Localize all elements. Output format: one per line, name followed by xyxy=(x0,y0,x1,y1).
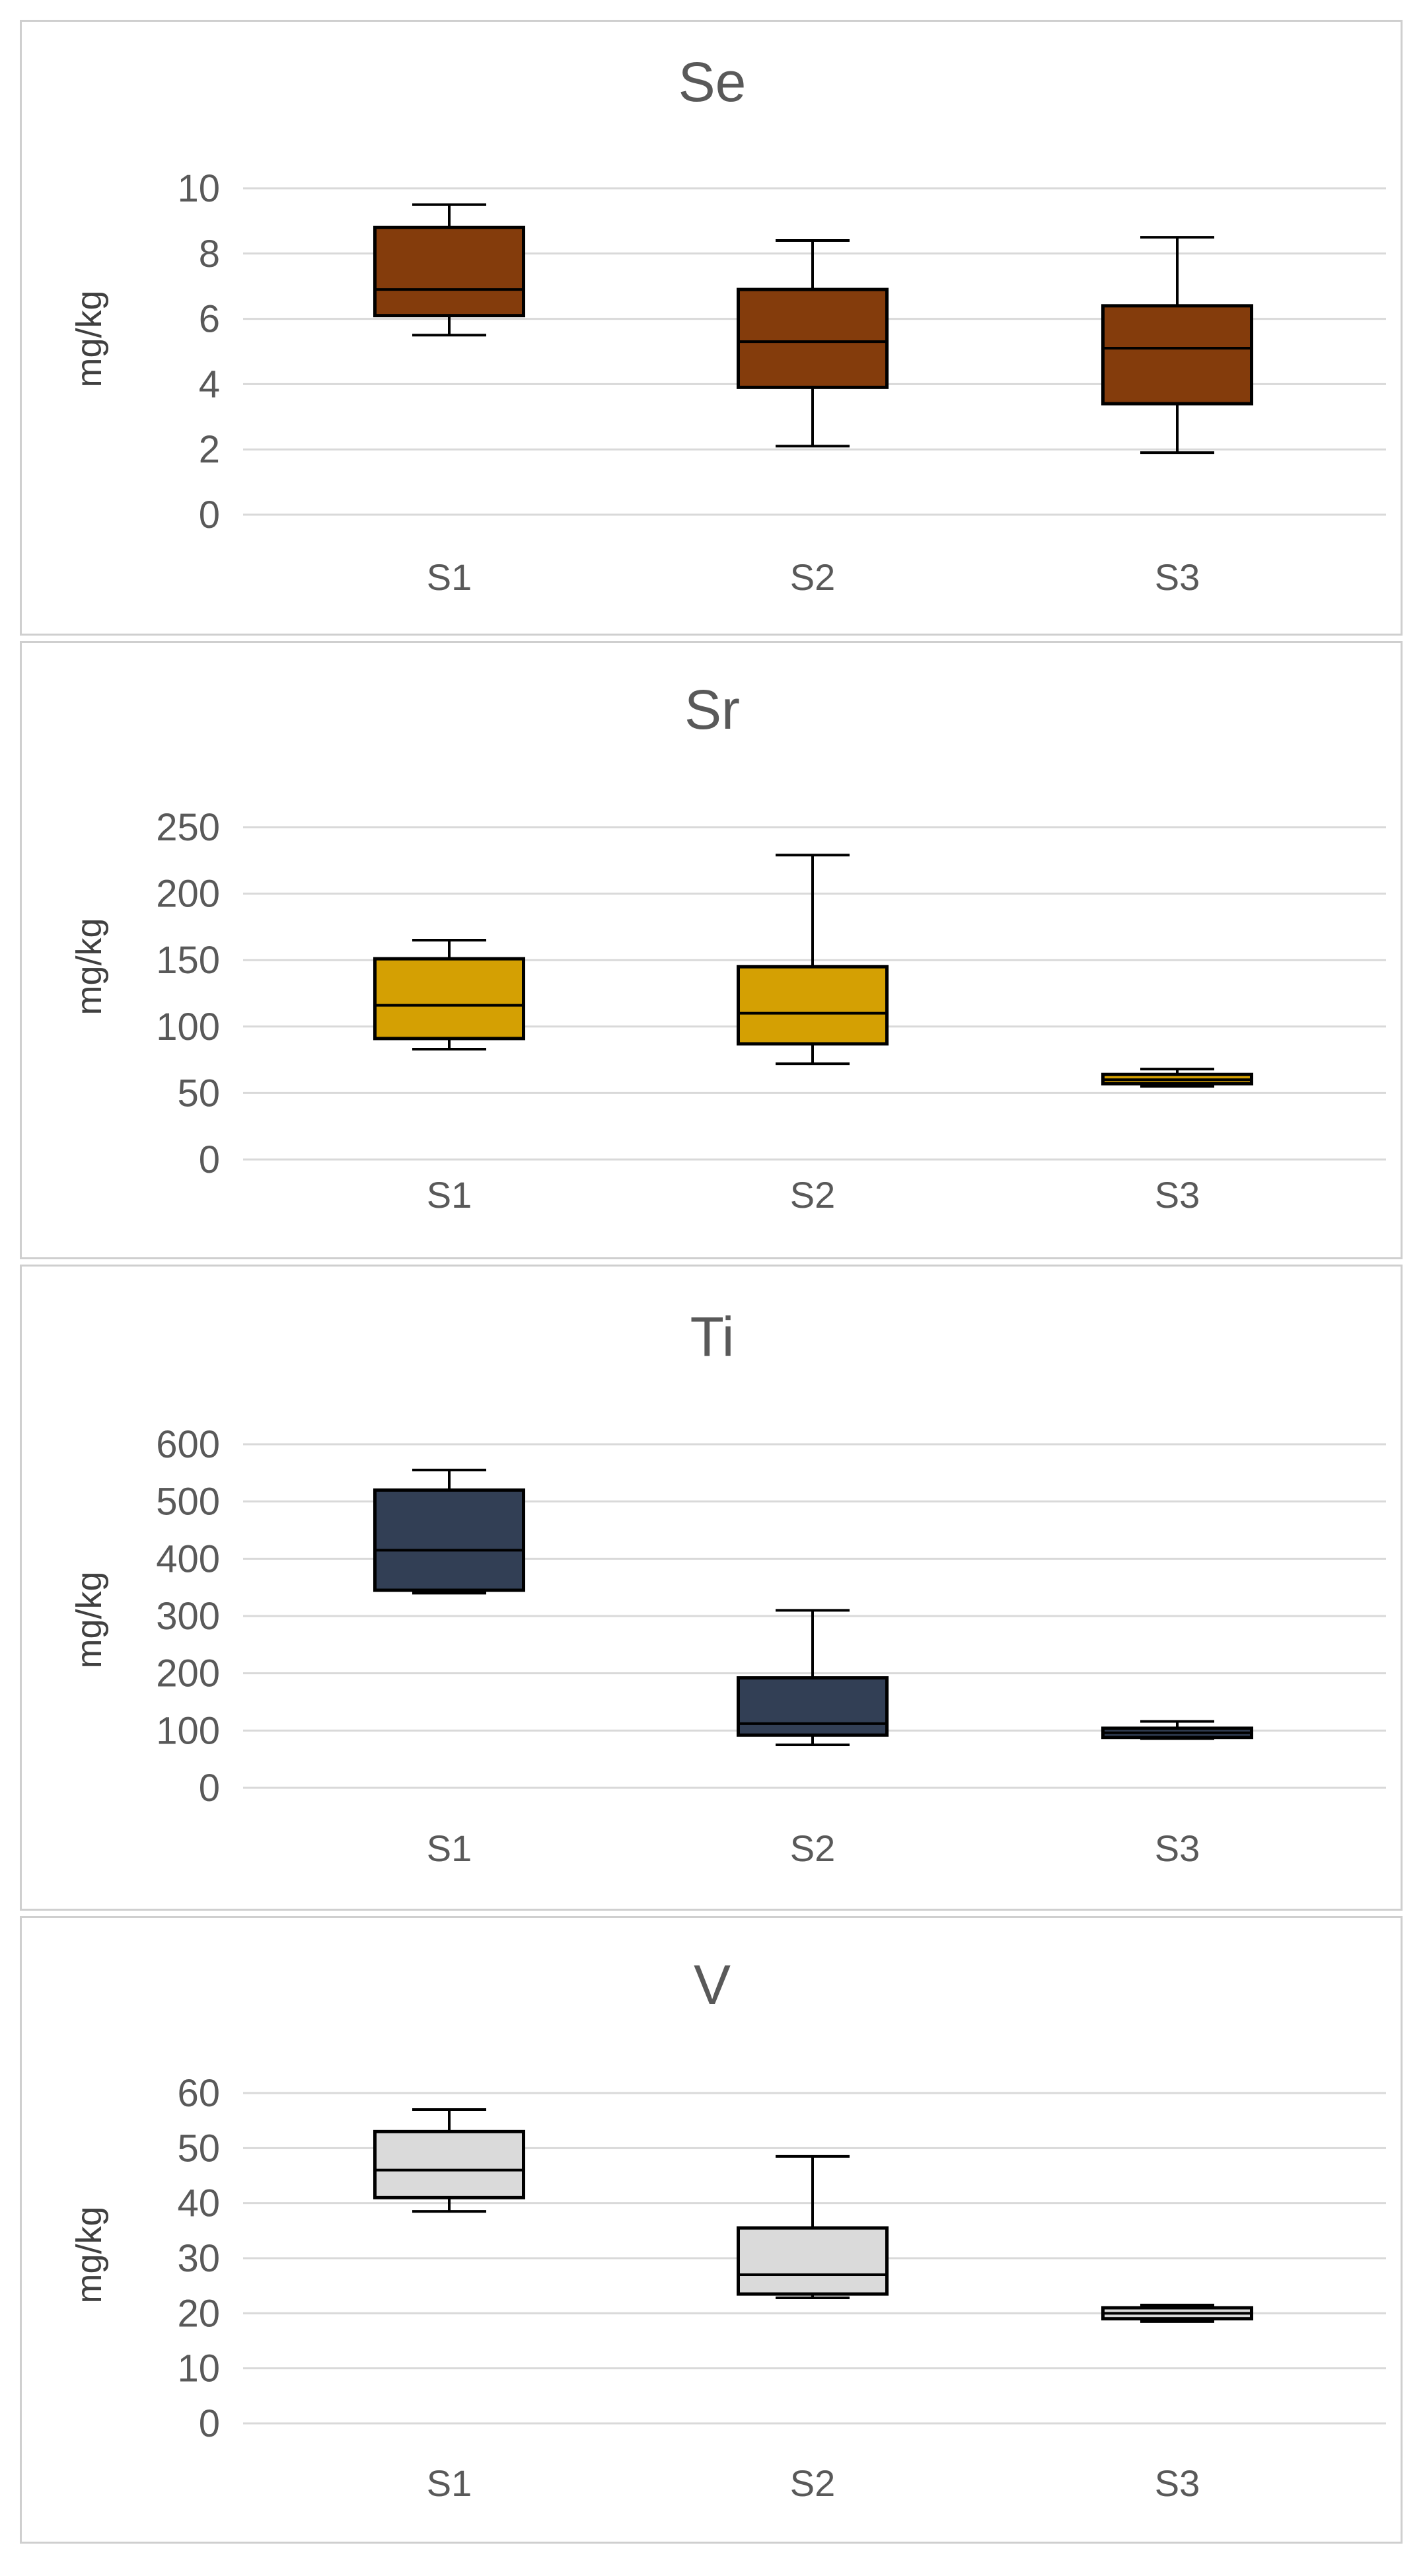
chart-svg-se: Se mg/kg 0 2 4 6 8 10 S1 S2 S3 xyxy=(69,51,1386,598)
chart-panel-v: V mg/kg 0 10 20 30 40 50 60 S1 S2 S3 xyxy=(20,1916,1403,2544)
boxes xyxy=(373,203,1253,455)
y-tick-label: 400 xyxy=(156,1537,220,1580)
y-tick-label: 200 xyxy=(156,873,220,916)
box-s3 xyxy=(1101,2303,1253,2323)
chart-title: Se xyxy=(678,51,747,113)
y-axis-label: mg/kg xyxy=(69,918,109,1015)
y-ticks: 0 2 4 6 8 10 xyxy=(177,167,220,536)
box-s3 xyxy=(1101,1068,1253,1088)
box-s3 xyxy=(1101,1720,1253,1740)
box-s2 xyxy=(737,2154,889,2299)
chart-svg-ti: Ti mg/kg 0 100 200 300 400 500 600 S1 S2 S3 xyxy=(69,1306,1386,1869)
category-label: S1 xyxy=(427,1174,472,1216)
x-categories: S1 S2 S3 xyxy=(427,556,1200,598)
category-label: S1 xyxy=(427,1827,472,1869)
box-s1 xyxy=(373,203,525,337)
y-tick-label: 2 xyxy=(199,428,220,471)
category-label: S2 xyxy=(790,2462,836,2504)
chart-svg-sr: Sr mg/kg 0 50 100 150 200 250 S1 S2 S3 xyxy=(69,679,1386,1216)
category-label: S3 xyxy=(1155,1174,1200,1216)
x-categories: S1 S2 S3 xyxy=(427,1827,1200,1869)
box-iqr xyxy=(373,225,525,318)
y-tick-label: 60 xyxy=(177,2072,220,2115)
y-tick-label: 50 xyxy=(177,1072,220,1115)
boxes xyxy=(373,854,1253,1088)
box-iqr xyxy=(373,1488,525,1592)
box-iqr xyxy=(737,1676,889,1737)
box-s1 xyxy=(373,939,525,1051)
category-label: S3 xyxy=(1155,2462,1200,2504)
box-iqr xyxy=(737,2226,889,2296)
chart-svg-v: V mg/kg 0 10 20 30 40 50 60 S1 S2 S3 xyxy=(69,1954,1386,2504)
y-tick-label: 0 xyxy=(199,1767,220,1810)
box-iqr xyxy=(737,287,889,389)
chart-title: Sr xyxy=(684,679,740,741)
chart-panel-se: Se mg/kg 0 2 4 6 8 10 S1 S2 S3 xyxy=(20,20,1403,636)
y-tick-label: 50 xyxy=(177,2127,220,2170)
category-label: S1 xyxy=(427,2462,472,2504)
y-tick-label: 100 xyxy=(156,1006,220,1049)
y-ticks: 0 100 200 300 400 500 600 xyxy=(156,1423,220,1810)
box-s2 xyxy=(737,239,889,448)
y-tick-label: 30 xyxy=(177,2237,220,2280)
y-tick-label: 0 xyxy=(199,2402,220,2445)
y-tick-label: 40 xyxy=(177,2182,220,2225)
y-tick-label: 4 xyxy=(199,363,220,406)
boxes xyxy=(373,1469,1253,1746)
y-ticks: 0 10 20 30 40 50 60 xyxy=(177,2072,220,2445)
y-tick-label: 0 xyxy=(199,494,220,536)
y-tick-label: 20 xyxy=(177,2292,220,2335)
y-tick-label: 150 xyxy=(156,939,220,982)
y-tick-label: 100 xyxy=(156,1709,220,1752)
category-label: S2 xyxy=(790,556,836,598)
category-label: S2 xyxy=(790,1827,836,1869)
box-s3 xyxy=(1101,236,1253,455)
box-s1 xyxy=(373,1469,525,1595)
y-tick-label: 600 xyxy=(156,1423,220,1466)
y-tick-label: 10 xyxy=(177,167,220,210)
y-tick-label: 10 xyxy=(177,2347,220,2390)
chart-panel-ti: Ti mg/kg 0 100 200 300 400 500 600 S1 S2 S3 xyxy=(20,1265,1403,1911)
y-tick-label: 200 xyxy=(156,1652,220,1695)
y-tick-label: 500 xyxy=(156,1481,220,1524)
box-iqr xyxy=(373,957,525,1041)
chart-panel-sr: Sr mg/kg 0 50 100 150 200 250 S1 S2 S3 xyxy=(20,641,1403,1259)
box-s2 xyxy=(737,854,889,1066)
category-label: S2 xyxy=(790,1174,836,1216)
y-tick-label: 250 xyxy=(156,806,220,849)
box-s1 xyxy=(373,2108,525,2213)
box-iqr xyxy=(737,965,889,1046)
y-tick-label: 6 xyxy=(199,298,220,341)
box-iqr xyxy=(1101,304,1253,406)
y-tick-label: 8 xyxy=(199,233,220,276)
x-categories: S1 S2 S3 xyxy=(427,1174,1200,1216)
category-label: S1 xyxy=(427,556,472,598)
y-axis-label: mg/kg xyxy=(69,2206,109,2303)
x-categories: S1 S2 S3 xyxy=(427,2462,1200,2504)
y-axis-label: mg/kg xyxy=(69,1571,109,1668)
category-label: S3 xyxy=(1155,1827,1200,1869)
box-iqr xyxy=(373,2129,525,2199)
y-tick-label: 0 xyxy=(199,1138,220,1181)
boxes xyxy=(373,2108,1253,2323)
y-tick-label: 300 xyxy=(156,1595,220,1638)
y-axis-label: mg/kg xyxy=(69,290,109,387)
category-label: S3 xyxy=(1155,556,1200,598)
y-ticks: 0 50 100 150 200 250 xyxy=(156,806,220,1181)
box-s2 xyxy=(737,1609,889,1746)
chart-title: Ti xyxy=(690,1306,735,1368)
chart-title: V xyxy=(694,1954,731,2016)
